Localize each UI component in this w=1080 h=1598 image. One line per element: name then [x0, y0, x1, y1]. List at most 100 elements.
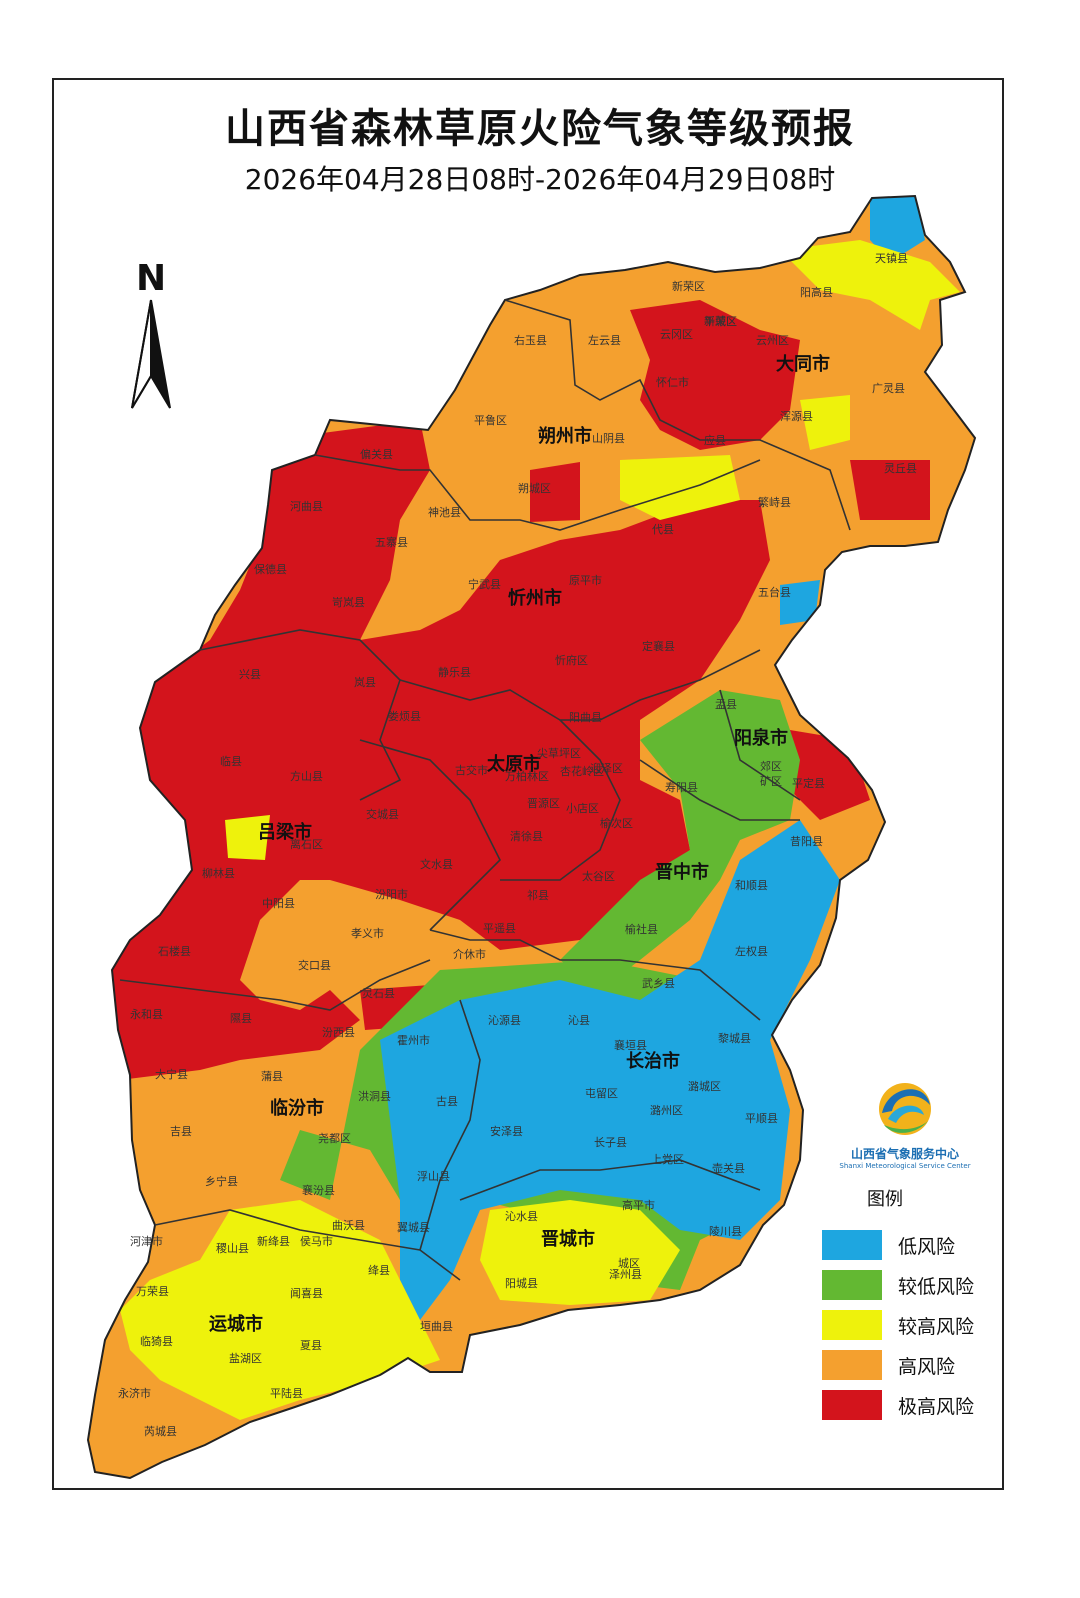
county-label: 五台县	[758, 585, 791, 599]
legend-item: 极高风险	[822, 1385, 992, 1425]
county-label: 兴县	[239, 668, 261, 681]
county-label: 吉县	[170, 1125, 192, 1138]
county-label: 定襄县	[642, 639, 675, 653]
county-label: 神池县	[428, 505, 461, 519]
county-label: 屯留区	[585, 1087, 618, 1100]
county-label: 榆次区	[600, 816, 633, 830]
county-label: 迎泽区	[590, 762, 623, 775]
county-label: 五寨县	[375, 535, 408, 549]
zone-higher-risk	[800, 395, 850, 450]
legend-label: 极高风险	[898, 1395, 975, 1418]
county-label: 平顺县	[745, 1112, 778, 1125]
county-label: 万荣县	[136, 1285, 169, 1298]
county-label: 武乡县	[642, 977, 675, 990]
county-label: 汾阳市	[375, 887, 408, 901]
city-label: 晋城市	[541, 1228, 595, 1250]
map-title: 山西省森林草原火险气象等级预报	[225, 106, 855, 152]
county-label: 河津市	[130, 1234, 163, 1248]
forecast-period: 2026年04月28日08时-2026年04月29日08时	[244, 163, 836, 196]
county-label: 新荣区	[704, 314, 737, 328]
legend-swatch	[822, 1350, 882, 1380]
county-label: 侯马市	[300, 1234, 333, 1248]
zone-extreme-risk	[630, 300, 800, 450]
county-label: 清徐县	[510, 829, 543, 843]
county-label: 云州区	[756, 334, 789, 347]
county-label: 孝义市	[351, 926, 384, 940]
county-label: 临县	[220, 754, 242, 768]
county-label: 交城县	[366, 807, 399, 821]
county-label: 偏关县	[360, 447, 393, 461]
county-label: 曲沃县	[332, 1219, 365, 1232]
logo: 山西省气象服务中心 Shanxi Meteorological Service …	[830, 1075, 980, 1185]
county-label: 沁水县	[505, 1210, 538, 1223]
county-label: 河曲县	[290, 500, 323, 513]
county-label: 岢岚县	[332, 596, 365, 609]
county-label: 应县	[704, 433, 726, 447]
county-label: 杏花岭区	[560, 764, 604, 778]
county-label: 闻喜县	[290, 1286, 323, 1300]
county-label: 壶关县	[712, 1161, 745, 1175]
county-label: 代县	[652, 523, 674, 536]
county-label: 新绛县	[257, 1234, 290, 1248]
zone-low-risk	[870, 196, 925, 262]
county-label: 隰县	[230, 1012, 252, 1025]
county-label: 新荣区	[672, 279, 705, 293]
county-label: 离石区	[290, 837, 323, 851]
legend-swatch	[822, 1310, 882, 1340]
county-label: 矿区	[760, 775, 782, 788]
legend-item: 高风险	[822, 1345, 992, 1385]
legend-item: 较高风险	[822, 1305, 992, 1345]
county-label: 永和县	[130, 1007, 163, 1021]
county-label: 垣曲县	[420, 1320, 453, 1333]
legend-item: 较低风险	[822, 1265, 992, 1305]
county-label: 阳城县	[505, 1277, 538, 1290]
county-label: 洪洞县	[358, 1089, 391, 1103]
county-label: 文水县	[420, 857, 453, 871]
county-label: 宁武县	[468, 577, 501, 591]
county-label: 郊区	[760, 760, 782, 773]
county-label: 霍州市	[397, 1033, 430, 1047]
county-label: 中阳县	[262, 897, 295, 910]
city-boundaries	[119, 299, 851, 1281]
north-label: N	[136, 258, 167, 299]
city-label: 大同市	[776, 353, 830, 375]
county-label: 保德县	[254, 562, 287, 576]
county-label: 介休市	[453, 947, 486, 961]
county-label: 安泽县	[490, 1124, 523, 1138]
county-label: 尖草坪区	[537, 747, 581, 760]
county-label: 乡宁县	[205, 1174, 238, 1188]
county-label: 翼城县	[397, 1221, 430, 1234]
county-label: 陵川县	[709, 1225, 742, 1238]
county-label: 浑源县	[780, 409, 813, 423]
county-label: 襄汾县	[302, 1183, 335, 1197]
county-label: 盐湖区	[229, 1352, 262, 1365]
legend-swatch	[822, 1390, 882, 1420]
city-label: 太原市	[487, 753, 541, 775]
county-label: 沁县	[568, 1014, 590, 1027]
county-label: 原平市	[569, 573, 602, 587]
county-label: 灵丘县	[884, 462, 917, 475]
zone-low-risk	[380, 820, 840, 1320]
map-frame	[52, 78, 1004, 1490]
county-label: 岚县	[354, 676, 376, 689]
county-label: 繁峙县	[758, 495, 791, 509]
county-label: 云冈区	[660, 328, 693, 341]
county-label: 万柏林区	[505, 769, 549, 783]
county-label: 广灵县	[872, 382, 905, 395]
county-label: 沁源县	[488, 1013, 521, 1027]
zone-higher-risk	[120, 1200, 440, 1420]
north-arrow-icon	[131, 299, 171, 409]
county-label: 芮城县	[144, 1424, 177, 1438]
county-label: 太谷区	[582, 870, 615, 883]
city-label: 长治市	[626, 1050, 680, 1072]
county-label: 襄垣县	[614, 1038, 647, 1052]
county-label: 长子县	[594, 1136, 627, 1149]
county-label: 榆社县	[625, 922, 658, 936]
zone-low-risk	[780, 580, 820, 625]
county-label: 平鲁区	[474, 413, 507, 427]
county-label: 和顺县	[735, 879, 768, 892]
county-label: 绛县	[368, 1263, 390, 1277]
county-label: 城区	[618, 1257, 640, 1270]
legend-swatch	[822, 1230, 882, 1260]
